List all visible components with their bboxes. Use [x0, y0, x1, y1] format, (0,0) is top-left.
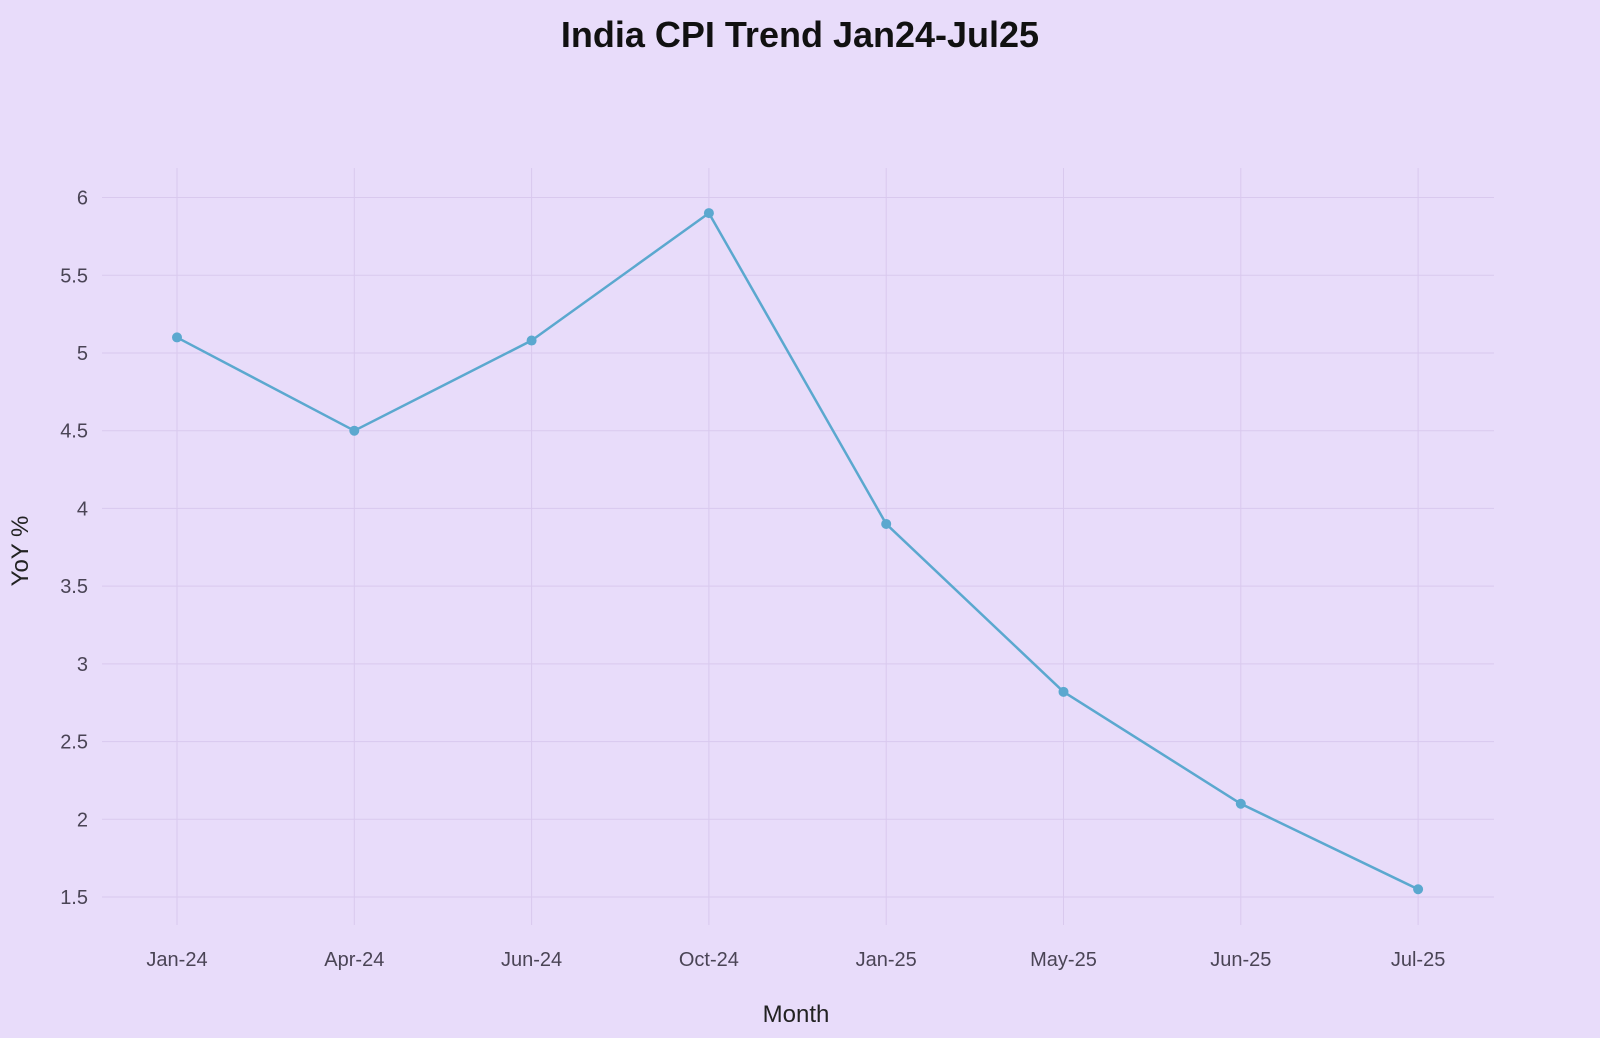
series-line [176, 211, 1419, 891]
y-tick-label: 3 [77, 654, 88, 676]
y-tick-label: 2 [77, 809, 88, 831]
y-tick-label: 3.5 [60, 576, 88, 598]
y-tick-label: 1.5 [60, 887, 88, 909]
x-tick-label: May-25 [1030, 949, 1097, 971]
x-axis-ticks: Jan-24 Apr-24 Jun-24 Oct-24 Jan-25 May-25 Jun-… [146, 949, 1445, 971]
x-tick-label: Jul-25 [1391, 949, 1445, 971]
data-point [349, 425, 360, 436]
data-point [1413, 884, 1424, 895]
data-point [526, 335, 537, 346]
data-point [881, 518, 892, 529]
data-point [703, 208, 714, 219]
data-point [1058, 686, 1069, 697]
grid [102, 168, 1494, 925]
x-tick-label: Apr-24 [324, 949, 384, 971]
x-axis-title: Month [763, 1001, 830, 1028]
y-tick-label: 5.5 [60, 265, 88, 287]
y-tick-label: 5 [77, 343, 88, 365]
chart-title: India CPI Trend Jan24-Jul25 [560, 14, 1040, 55]
x-tick-label: Oct-24 [679, 949, 739, 971]
series-layer [172, 208, 1424, 895]
x-tick-label: Jun-24 [501, 949, 562, 971]
data-point [1235, 798, 1246, 809]
x-tick-label: Jun-25 [1210, 949, 1271, 971]
x-tick-label: Jan-24 [146, 949, 207, 971]
y-tick-label: 6 [77, 188, 88, 210]
y-tick-label: 2.5 [60, 732, 88, 754]
y-tick-label: 4.5 [60, 421, 88, 443]
y-axis-ticks: 1.5 2 2.5 3 3.5 4 4.5 5 5.5 6 [60, 188, 88, 909]
y-axis-title: YoY % [7, 516, 34, 587]
y-tick-label: 4 [77, 498, 88, 520]
x-tick-label: Jan-25 [856, 949, 917, 971]
data-point [172, 332, 182, 343]
